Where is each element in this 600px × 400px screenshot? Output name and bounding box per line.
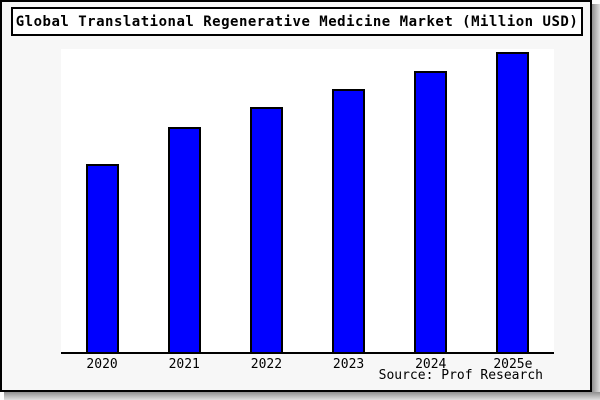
x-axis-label-2025e: 2025e bbox=[493, 357, 533, 372]
bar-2021 bbox=[167, 127, 201, 352]
x-axis-label-2024: 2024 bbox=[415, 357, 447, 372]
drop-shadow-right bbox=[592, 4, 600, 400]
bar-2022 bbox=[249, 107, 283, 352]
chart-title-box: Global Translational Regenerative Medici… bbox=[11, 7, 583, 36]
x-axis-label-2021: 2021 bbox=[168, 357, 200, 372]
x-axis-labels: 2020 2021 2022 2023 2024 2025e bbox=[61, 357, 554, 373]
x-axis-label-2022: 2022 bbox=[250, 357, 283, 372]
x-axis-label-2023: 2023 bbox=[332, 357, 365, 372]
source-text: Source: Prof Research bbox=[378, 368, 543, 383]
chart-title: Global Translational Regenerative Medici… bbox=[15, 13, 579, 30]
bar-2024 bbox=[414, 71, 448, 352]
chart-canvas: Global Translational Regenerative Medici… bbox=[0, 0, 592, 392]
bar-2023 bbox=[332, 89, 366, 352]
plot-area bbox=[61, 49, 554, 354]
x-axis-label-2020: 2020 bbox=[86, 357, 118, 372]
drop-shadow-bottom bbox=[4, 392, 600, 400]
bar-2020 bbox=[85, 164, 119, 352]
bar-2025e bbox=[496, 52, 530, 352]
